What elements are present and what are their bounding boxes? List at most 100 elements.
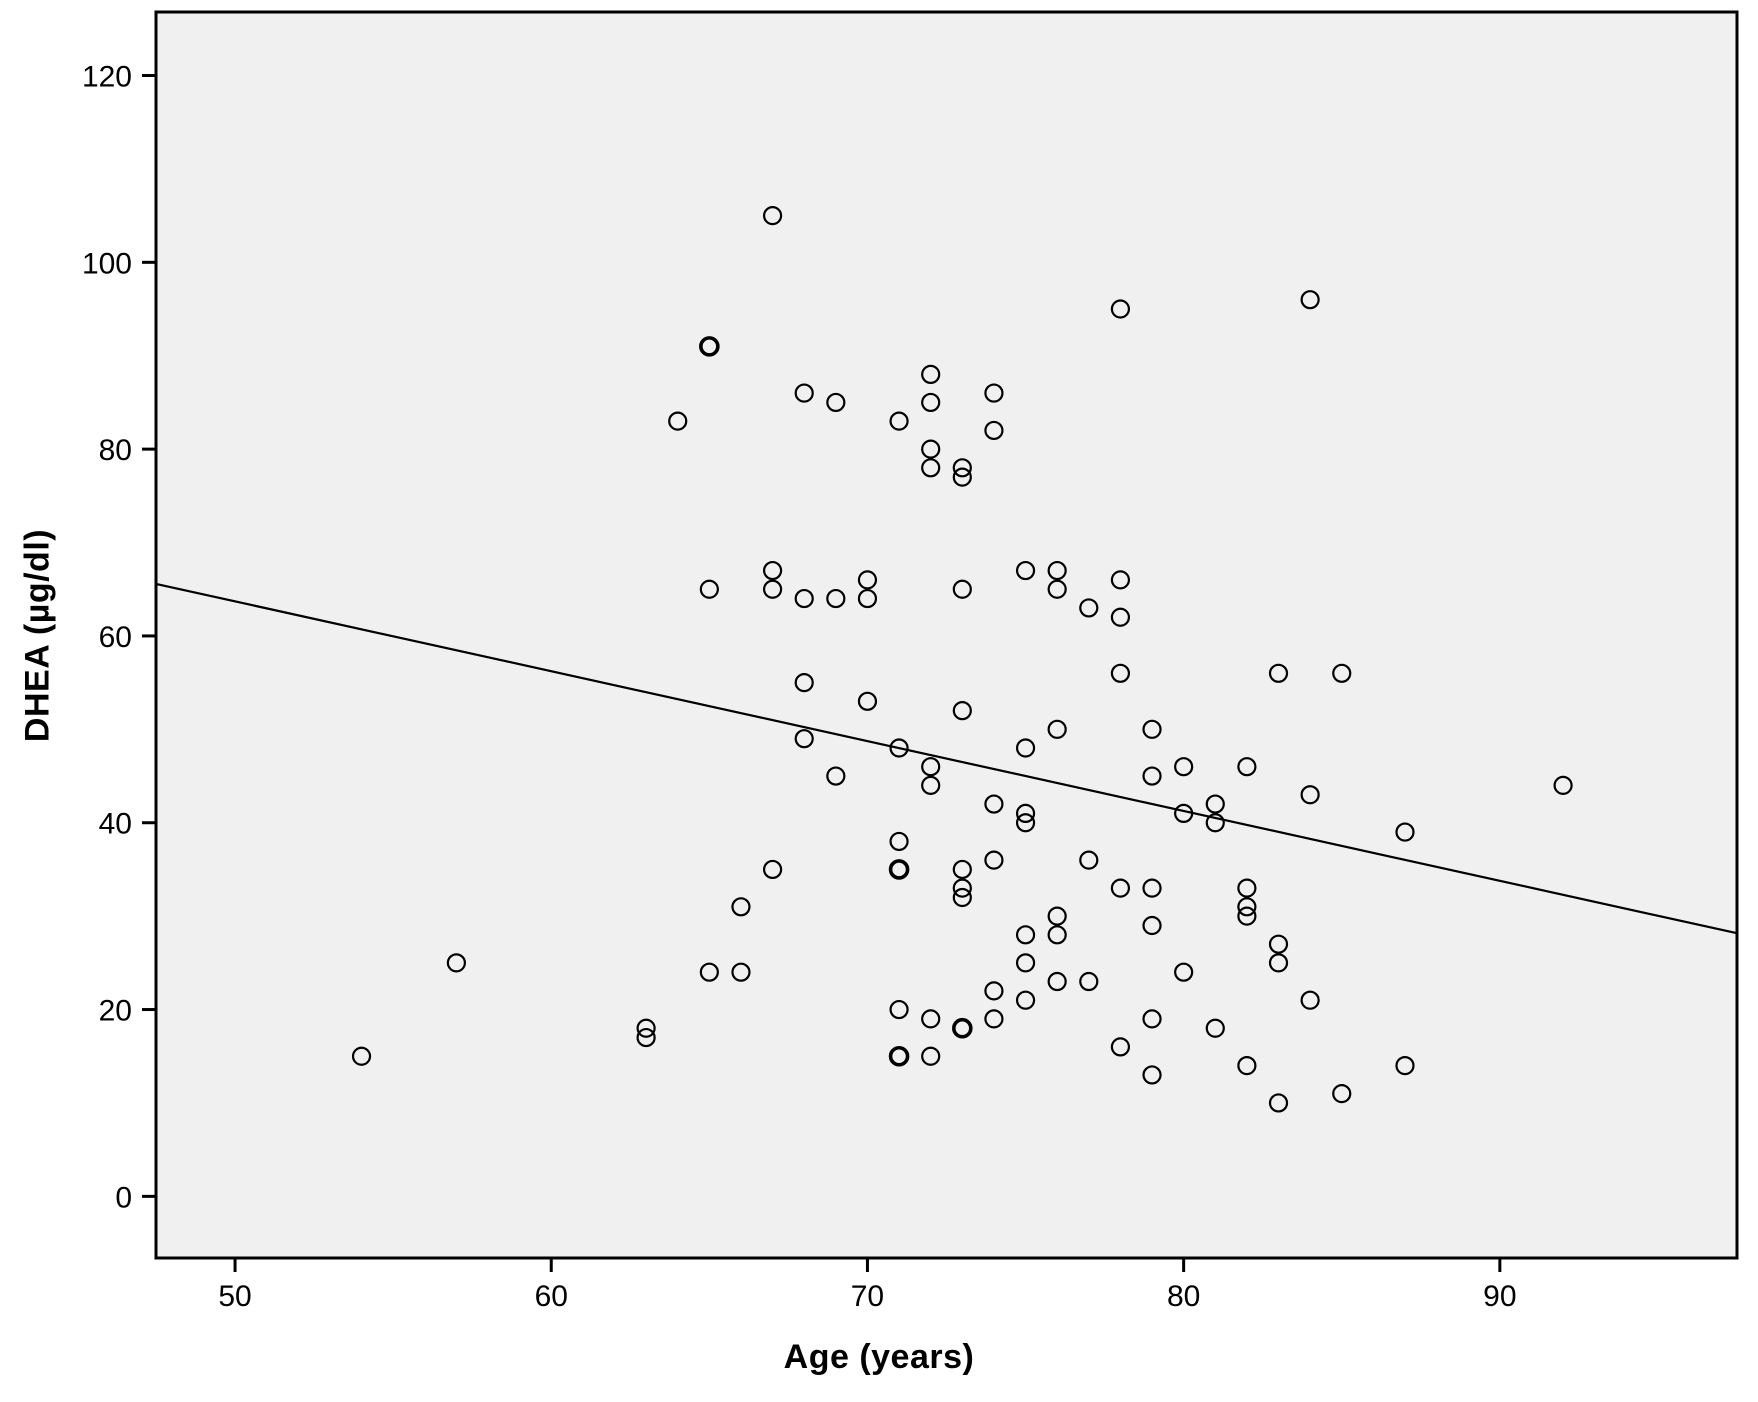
y-tick-label: 0 [115, 1181, 132, 1214]
data-point [1237, 906, 1257, 926]
data-point [1079, 598, 1099, 618]
data-point [668, 411, 688, 431]
data-point [1110, 299, 1131, 319]
data-point [1015, 990, 1036, 1010]
data-point [889, 411, 909, 431]
data-point [1268, 1093, 1289, 1113]
data-point [794, 588, 814, 609]
x-axis-title: Age (years) [783, 1338, 975, 1376]
plot-border [154, 10, 1739, 1260]
data-point [762, 859, 783, 880]
data-point [794, 383, 814, 403]
data-point [1268, 934, 1289, 954]
data-point [1079, 850, 1099, 870]
data-point [889, 999, 909, 1020]
data-point [1142, 878, 1162, 898]
y-tick-label: 100 [82, 247, 132, 280]
data-point [1110, 607, 1131, 627]
data-point [952, 579, 972, 599]
data-point [1300, 990, 1320, 1010]
data-point [952, 1017, 973, 1039]
data-point [889, 831, 909, 852]
data-point [762, 206, 783, 226]
plot-area [156, 12, 1737, 1258]
data-point [1268, 953, 1289, 973]
y-tick-label: 40 [99, 808, 132, 841]
data-point [1015, 925, 1036, 945]
data-point [952, 467, 972, 487]
data-point [921, 458, 941, 478]
data-point [921, 364, 941, 385]
data-point [984, 1009, 1004, 1029]
data-point [952, 859, 972, 880]
data-point [857, 570, 878, 590]
data-point [921, 1046, 941, 1066]
data-point [1142, 1065, 1162, 1085]
data-point [1205, 1018, 1225, 1038]
data-point [1174, 962, 1194, 982]
data-point [794, 729, 814, 749]
data-point [1268, 663, 1289, 683]
data-point [984, 794, 1004, 814]
data-point [1237, 1055, 1257, 1076]
data-point [762, 560, 783, 581]
data-point [1332, 1084, 1352, 1104]
data-point [762, 579, 783, 599]
data-point [1047, 925, 1067, 945]
data-point [1237, 897, 1257, 917]
data-point [921, 439, 941, 459]
data-point [699, 579, 719, 599]
data-point [731, 962, 751, 982]
data-point [1142, 719, 1162, 739]
data-point [1047, 906, 1067, 926]
data-point [1015, 560, 1036, 581]
data-point [921, 392, 941, 413]
data-point [1142, 1009, 1162, 1029]
data-point [1205, 813, 1225, 833]
data-point [1237, 878, 1257, 898]
data-point [1079, 971, 1099, 992]
data-point [1110, 1037, 1131, 1057]
data-point [888, 1045, 910, 1067]
data-point [1553, 775, 1573, 795]
data-point [984, 383, 1004, 403]
x-tick-label: 50 [218, 1280, 251, 1313]
data-point [1015, 738, 1036, 758]
data-point [1205, 794, 1225, 814]
data-point [636, 1018, 656, 1038]
data-point [1047, 971, 1067, 992]
data-point [794, 673, 814, 693]
trend-line [155, 582, 1738, 935]
y-tick-label: 80 [99, 434, 132, 467]
data-point [952, 701, 972, 721]
data-point [1047, 560, 1067, 581]
data-point [826, 392, 846, 413]
x-tick-label: 70 [851, 1280, 884, 1313]
y-tick-label: 20 [99, 995, 132, 1028]
data-point [952, 458, 972, 478]
x-tick-label: 80 [1167, 1280, 1200, 1313]
data-point [921, 757, 941, 777]
data-point [921, 775, 941, 795]
data-point [1047, 579, 1067, 599]
data-point [1110, 570, 1131, 590]
data-point [1110, 878, 1131, 898]
y-tick-label: 60 [99, 621, 132, 654]
data-point [952, 887, 972, 908]
data-point [1015, 803, 1036, 824]
y-tick-label: 120 [82, 61, 132, 94]
data-point [826, 766, 846, 786]
data-point [984, 420, 1004, 441]
data-point [1300, 785, 1320, 805]
data-point [699, 962, 719, 982]
x-tick-label: 60 [535, 1280, 568, 1313]
data-point [636, 1027, 656, 1048]
data-point [1015, 813, 1036, 833]
data-point [1142, 766, 1162, 786]
data-point [1142, 915, 1162, 936]
data-point [1237, 757, 1257, 777]
data-point [889, 738, 909, 758]
data-point [952, 878, 972, 898]
data-point [857, 588, 878, 609]
data-point [1395, 822, 1415, 842]
